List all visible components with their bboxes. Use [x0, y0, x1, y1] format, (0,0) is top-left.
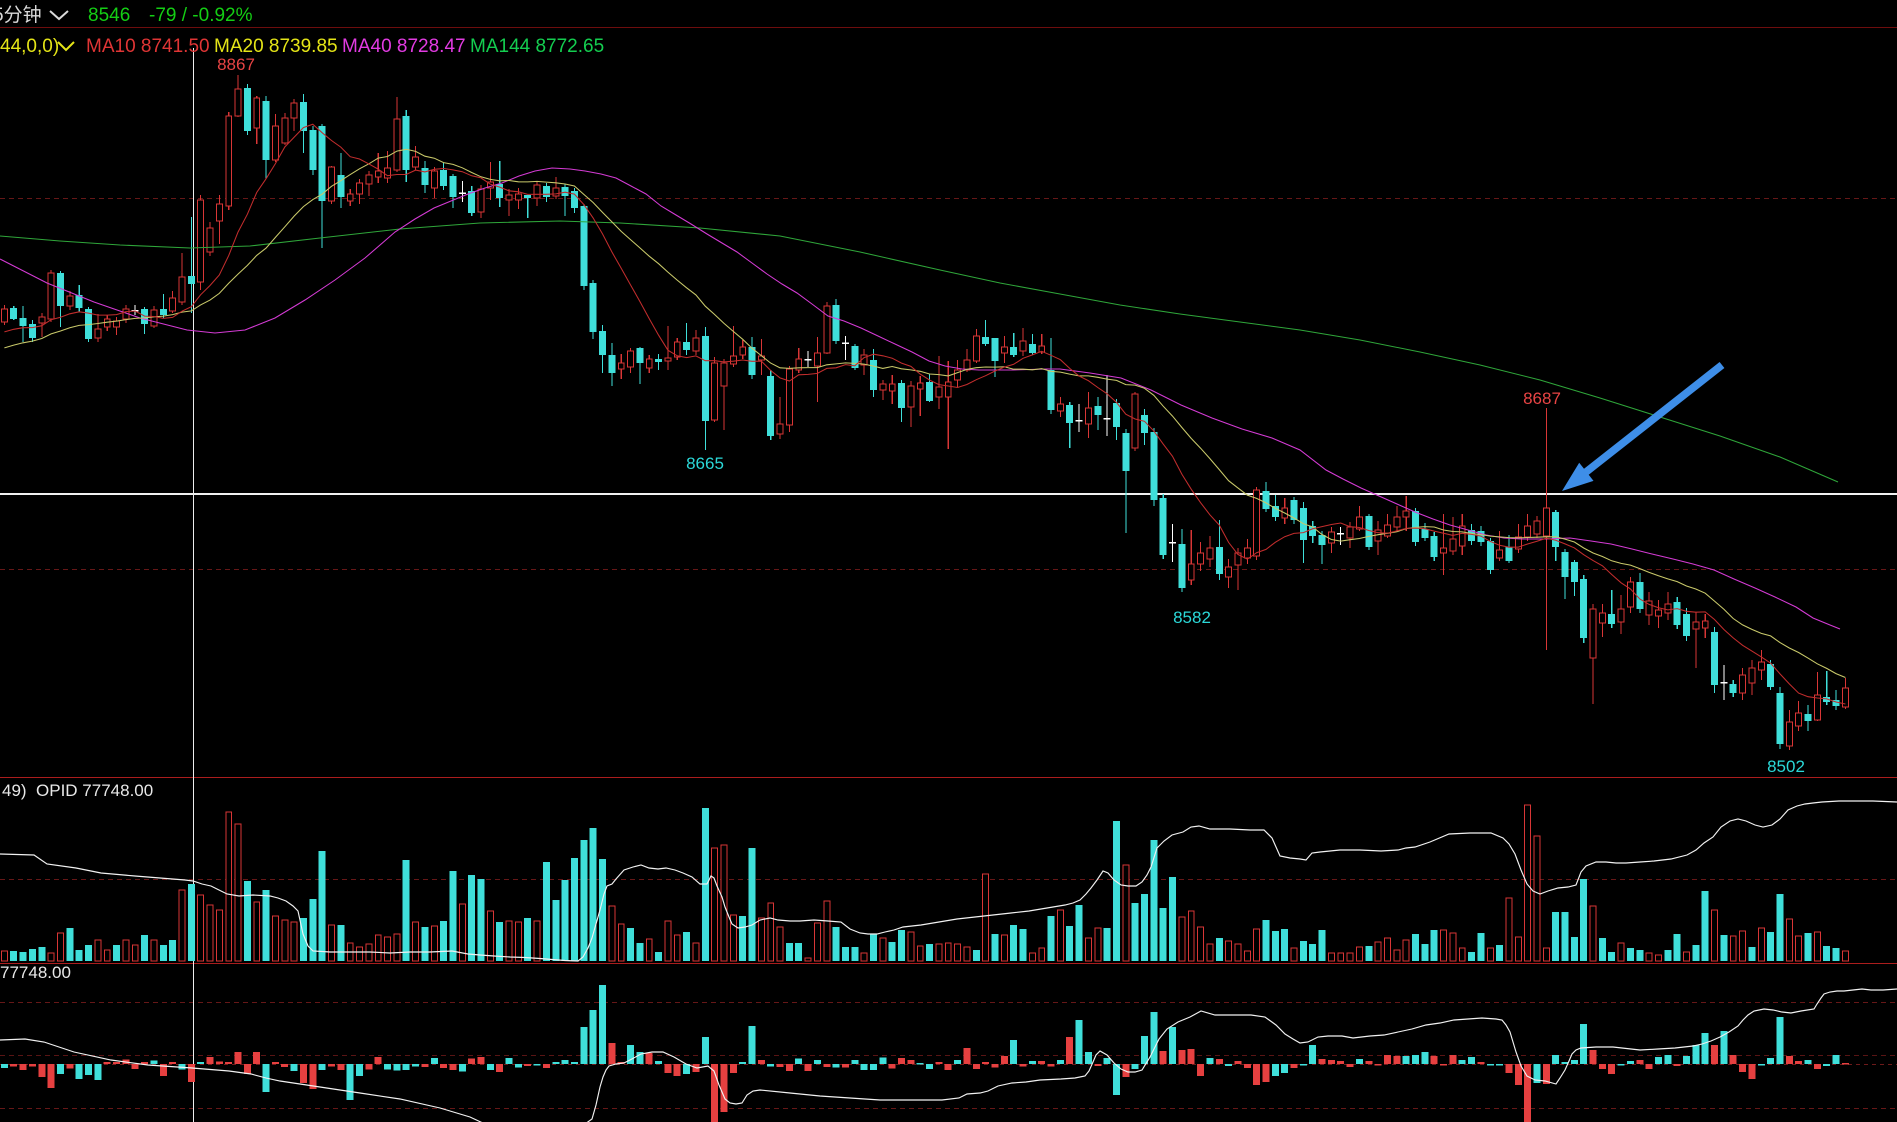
svg-text:MA10 8741.50: MA10 8741.50	[86, 36, 210, 57]
svg-text:8867: 8867	[217, 55, 255, 74]
svg-text:49) OPID 77748.00: 49) OPID 77748.00	[2, 781, 153, 800]
svg-text:8582: 8582	[1173, 608, 1211, 627]
svg-text:77748.00: 77748.00	[0, 963, 71, 982]
svg-text:MA144 8772.65: MA144 8772.65	[470, 36, 604, 57]
svg-text:5分钟: 5分钟	[0, 4, 42, 26]
svg-text:44,0,0): 44,0,0)	[0, 36, 59, 57]
svg-text:8502: 8502	[1767, 757, 1805, 776]
svg-text:MA40 8728.47: MA40 8728.47	[342, 36, 466, 57]
svg-text:MA20 8739.85: MA20 8739.85	[214, 36, 338, 57]
svg-text:8687: 8687	[1523, 389, 1561, 408]
svg-text:8665: 8665	[686, 454, 724, 473]
svg-text:8546: 8546	[88, 5, 130, 26]
svg-text:-79 / -0.92%: -79 / -0.92%	[149, 5, 253, 26]
